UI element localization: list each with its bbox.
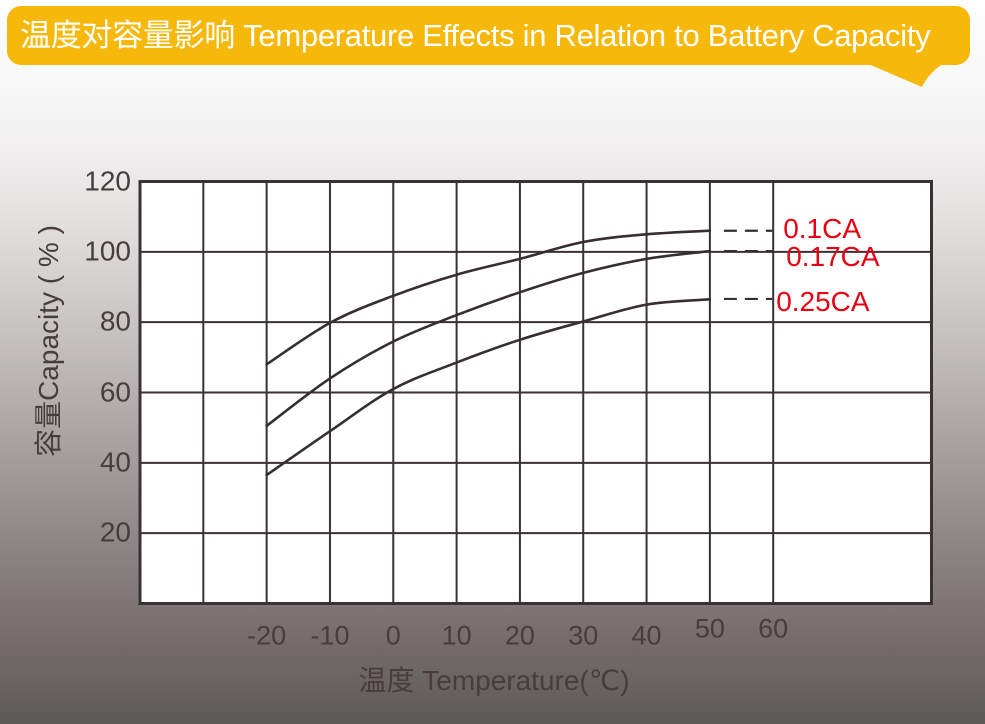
y-tick-label: 40 — [99, 446, 131, 478]
curve-0.1CA — [265, 229, 712, 366]
x-tick-label: 0 — [385, 620, 401, 651]
curve-0.17CA — [265, 249, 712, 428]
x-tick-label: 60 — [758, 613, 789, 644]
x-tick-label: -10 — [310, 620, 350, 651]
y-tick-label: 60 — [99, 375, 131, 407]
plot-border — [138, 180, 933, 605]
y-axis-title: 容量Capacity ( % ) — [33, 225, 64, 457]
x-tick-label: 30 — [568, 620, 599, 651]
banner-tail — [859, 60, 951, 87]
y-tick-label: 120 — [84, 164, 131, 196]
x-tick-label: 50 — [694, 613, 725, 644]
y-tick-label: 20 — [99, 516, 131, 548]
series-label-0.1CA: 0.1CA — [783, 212, 862, 244]
title-banner: 温度对容量影响 Temperature Effects in Relation … — [7, 6, 970, 65]
x-tick-label: 10 — [441, 620, 472, 651]
curve-0.25CA — [265, 298, 712, 477]
series-label-0.25CA: 0.25CA — [776, 285, 870, 317]
x-axis-title: 温度 Temperature(℃) — [358, 665, 630, 696]
x-tick-label: 20 — [504, 620, 535, 651]
series-label-0.17CA: 0.17CA — [786, 241, 880, 273]
y-tick-label: 80 — [99, 305, 131, 337]
page-title: 温度对容量影响 Temperature Effects in Relation … — [20, 18, 931, 53]
x-tick-label: -20 — [247, 620, 287, 651]
x-tick-label: 40 — [631, 620, 662, 651]
y-tick-label: 100 — [84, 235, 131, 267]
